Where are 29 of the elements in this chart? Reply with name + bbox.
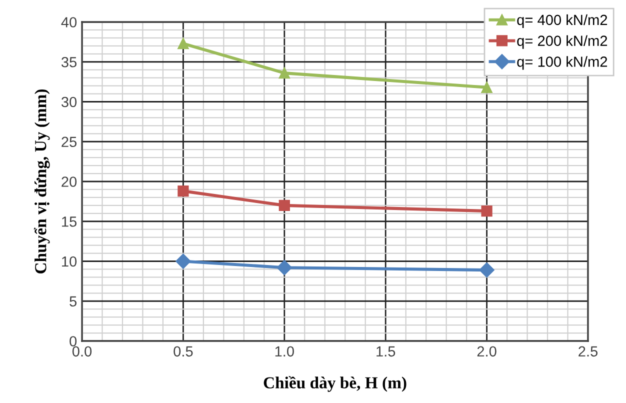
point xyxy=(278,67,290,79)
point xyxy=(178,38,189,50)
x-axis-title: Chiều dày bè, H (m) xyxy=(264,376,406,392)
point xyxy=(481,205,492,217)
x-tick-label: 1.5 xyxy=(376,346,396,357)
y-tick-label: 35 xyxy=(61,56,77,68)
x-tick-label: 1.0 xyxy=(275,346,294,357)
x-tick-label: 0.0 xyxy=(72,346,92,357)
point xyxy=(278,200,290,211)
point xyxy=(481,82,492,93)
x-tick-label: 0.5 xyxy=(174,346,193,357)
x-tick-label: 2.5 xyxy=(578,346,598,357)
y-tick-label: 20 xyxy=(62,176,77,187)
point xyxy=(479,262,494,278)
y-tick-label: 10 xyxy=(62,256,77,267)
y-tick-label: 0 xyxy=(70,336,77,346)
y-axis-title: Chuyển vị đứng, Uy (mm) xyxy=(34,89,50,274)
y-tick-label: 40 xyxy=(61,17,77,28)
point xyxy=(276,260,292,276)
point xyxy=(178,186,189,197)
y-tick-label: 5 xyxy=(70,296,77,307)
legend-label: q= 100 kN/m2 xyxy=(517,56,608,70)
legend-label: q= 400 kN/m2 xyxy=(517,14,608,28)
y-tick-label: 25 xyxy=(62,136,77,148)
point xyxy=(176,254,191,269)
legend-label: q= 200 kN/m2 xyxy=(517,35,608,49)
y-tick-label: 15 xyxy=(62,216,77,227)
y-tick-label: 30 xyxy=(61,96,77,108)
x-tick-label: 2.0 xyxy=(477,346,496,357)
